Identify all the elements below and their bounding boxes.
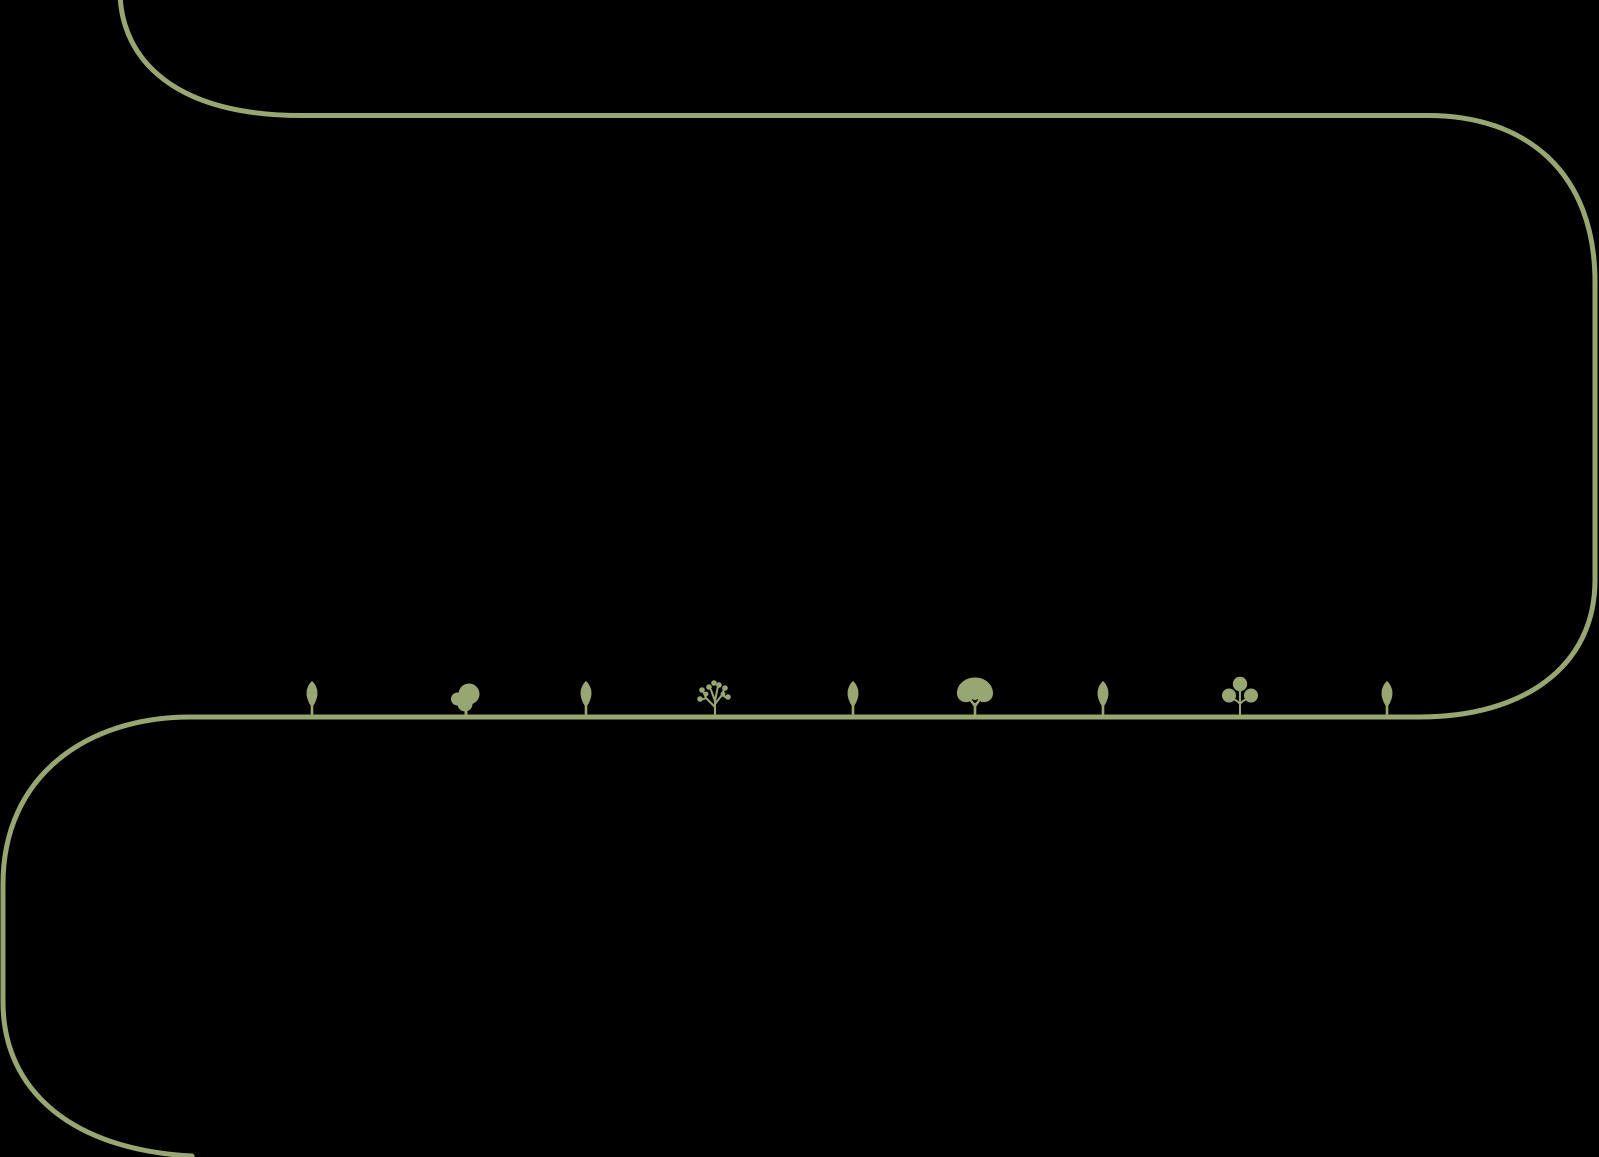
- tree-icon-canopy: [955, 676, 995, 719]
- tree-icon-leaf: [579, 679, 593, 719]
- tree-icon-leaf: [1380, 679, 1394, 719]
- tree-icon-branch: [696, 679, 732, 718]
- trees-group: [305, 675, 1394, 719]
- tree-icon-leaf: [846, 679, 860, 719]
- tree-icon-leaf: [1096, 679, 1110, 719]
- tree-icon-blob: [449, 682, 481, 719]
- tree-icon-leaf: [305, 679, 319, 719]
- tree-icon-sapling: [1221, 675, 1259, 718]
